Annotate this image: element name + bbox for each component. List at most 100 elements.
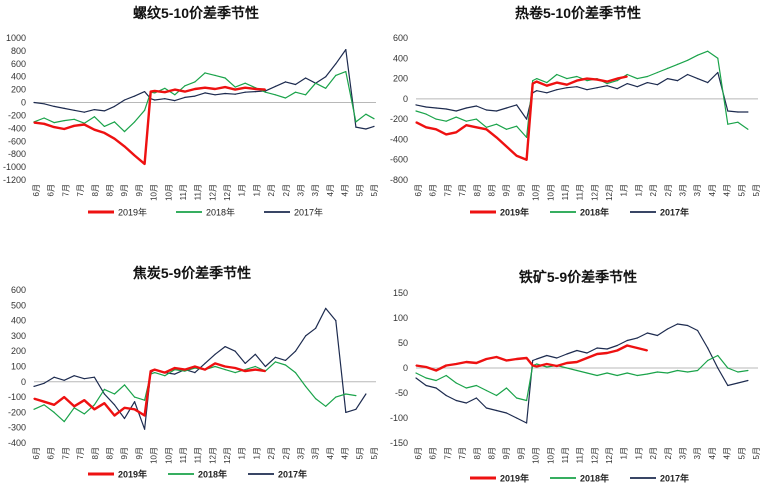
data-point [445,108,447,110]
data-point [355,126,357,128]
y-tick-label: 400 [393,53,408,63]
legend-label: 2018年 [198,469,227,480]
data-point [697,78,699,80]
data-point [274,361,276,363]
data-point [717,354,719,357]
data-point [475,362,477,364]
x-tick-label: 6月 [414,447,423,459]
data-point [83,123,85,126]
data-point [214,94,216,96]
y-tick-label: -400 [8,438,26,448]
data-point [747,379,749,382]
data-point [33,101,35,104]
y-tick-label: -600 [8,136,26,146]
data-point [365,113,367,115]
data-point [33,122,35,124]
data-point [606,372,608,374]
data-point [516,417,518,419]
data-point [154,372,156,374]
x-tick-label: 2月 [649,447,658,459]
data-point [164,91,166,93]
x-tick-label: 6月 [47,447,56,459]
x-tick-label: 9月 [120,447,129,459]
x-tick-label: 6月 [32,447,41,459]
data-point [373,118,375,120]
x-tick-label: 2月 [282,447,291,459]
data-point [656,334,658,337]
x-tick-label: 3月 [311,447,320,459]
y-tick-label: 1000 [6,33,26,43]
x-tick-label: 11月 [561,447,570,463]
x-tick-label: 7月 [443,184,452,196]
x-tick-label: 3月 [311,184,320,196]
data-point [616,374,618,377]
x-tick-label: 6月 [414,184,423,196]
data-point [234,93,236,95]
data-point [284,81,287,83]
data-point [73,109,75,111]
data-point [747,128,749,130]
data-point [455,116,457,118]
x-tick-label: 3月 [297,184,306,196]
legend-label: 2017年 [278,469,307,480]
data-point [566,362,568,364]
data-point [676,80,679,82]
data-point [244,370,246,372]
data-point [415,110,417,112]
data-point [53,404,55,406]
x-tick-label: 12月 [208,184,217,201]
data-point [676,323,679,325]
data-point [636,86,638,88]
data-point [53,122,55,124]
data-point [546,92,548,94]
data-point [294,372,297,374]
data-point [445,120,447,122]
x-tick-label: 3月 [297,447,306,459]
data-point [174,100,176,102]
data-point [566,78,568,80]
data-point [505,359,508,362]
x-tick-label: 5月 [737,184,746,196]
x-tick-label: 4月 [326,447,335,459]
x-tick-label: 2月 [664,184,673,196]
data-point [244,91,246,93]
data-point [455,399,457,402]
data-point [536,358,538,360]
x-tick-label: 2月 [664,447,673,459]
data-point [123,407,126,409]
data-point [505,145,508,148]
data-point [224,77,226,79]
data-point [43,382,45,384]
x-tick-label: 6月 [32,184,41,196]
chart-hot-coil-svg: 热卷5-10价差季节性 -800 -600 -400 -200 0 200 400 600 6月 6… [390,5,761,218]
data-point [194,81,196,83]
y-tick-label: -400 [8,123,26,133]
data-point [113,393,116,395]
data-point [505,412,508,414]
data-point [415,104,417,106]
data-point [315,82,317,84]
x-tick-label: 7月 [61,447,70,459]
x-tick-label: 6月 [429,184,438,196]
data-point [475,118,477,120]
y-tick-label: 50 [398,338,408,348]
data-point [365,393,367,395]
x-tick-label: 5月 [737,447,746,459]
data-point [345,49,347,51]
data-point [616,344,618,347]
x-tick-label: 2月 [267,184,276,196]
data-point [214,362,216,364]
x-tick-label: 11月 [179,447,188,463]
data-point [505,387,508,389]
data-point [264,365,266,368]
data-point [666,328,669,330]
data-point [83,378,85,380]
data-point [123,417,126,420]
data-point [656,71,658,74]
data-point [435,387,437,389]
x-tick-label: 12月 [208,447,217,464]
data-point [495,409,498,412]
data-point [636,374,638,377]
data-point [194,365,196,368]
data-point [606,352,608,354]
